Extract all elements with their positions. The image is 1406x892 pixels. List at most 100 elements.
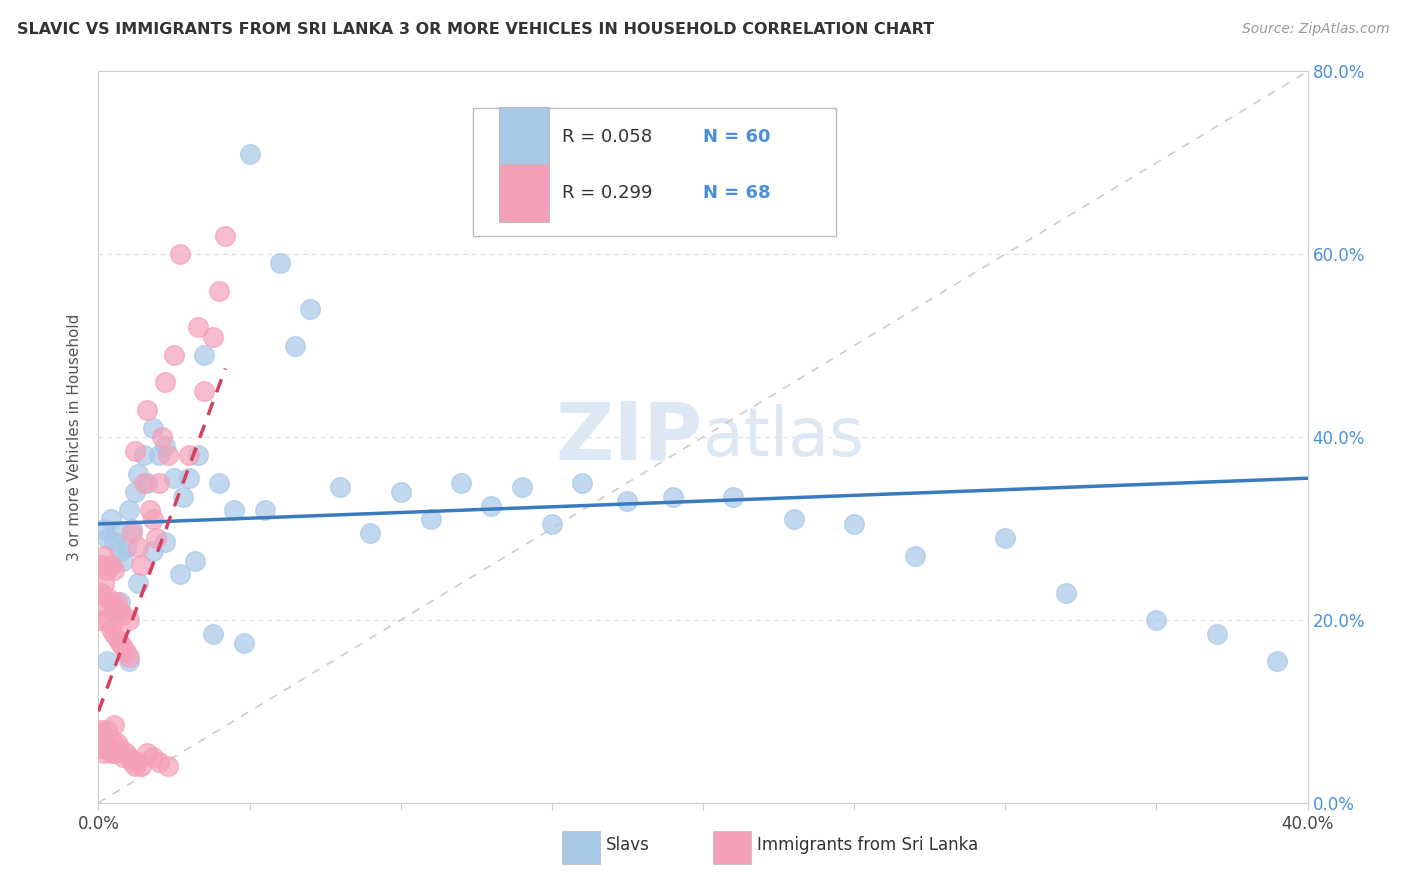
Point [93,599,115,614]
Point [202,626,225,640]
Point [114,746,136,760]
Text: Source: ZipAtlas.com: Source: ZipAtlas.com [1241,22,1389,37]
Point [132,448,155,462]
Point [269,256,291,270]
FancyBboxPatch shape [474,108,837,235]
Point [100,558,122,573]
Point [108,604,131,618]
Point [193,384,215,399]
Point [96,654,118,668]
Point [124,759,146,773]
Point [96,590,118,604]
Point [148,448,170,462]
Point [224,503,246,517]
Text: Slavs: Slavs [606,836,650,855]
Point [118,613,141,627]
Point [135,475,157,490]
Point [156,448,179,462]
Point [96,531,118,545]
Point [90,723,112,737]
Point [135,746,157,760]
Point [103,626,125,640]
Point [1054,585,1077,599]
Point [118,654,141,668]
Point [142,544,165,558]
Point [253,503,276,517]
Point [232,636,254,650]
Point [142,750,165,764]
Point [299,301,322,317]
Point [93,549,115,563]
Point [90,585,112,599]
Text: Immigrants from Sri Lanka: Immigrants from Sri Lanka [758,836,979,855]
Point [132,475,155,490]
Point [179,471,201,485]
Point [114,645,136,659]
Point [105,632,128,646]
Point [96,723,118,737]
Point [179,448,201,462]
Point [121,755,143,769]
Point [90,740,112,755]
Point [103,718,125,732]
Point [121,521,143,535]
Point [103,746,125,760]
Point [172,490,194,504]
Point [96,613,118,627]
Point [103,604,125,618]
Point [571,475,593,490]
Point [420,512,443,526]
Point [108,544,131,558]
Point [100,622,122,636]
Point [994,531,1017,545]
Point [153,439,176,453]
Point [1206,626,1229,640]
Point [129,558,152,573]
Point [103,563,125,577]
Point [208,284,231,298]
Point [153,375,176,389]
Point [93,576,115,591]
Point [142,512,165,526]
Point [540,516,562,531]
Point [284,338,307,352]
Point [111,553,134,567]
Point [108,636,131,650]
Point [153,535,176,549]
Text: R = 0.058: R = 0.058 [561,128,651,145]
Point [114,540,136,554]
Point [100,594,122,608]
Point [135,402,157,417]
Point [105,526,128,541]
Point [481,499,503,513]
Point [129,759,152,773]
Point [169,247,191,261]
Point [360,526,382,541]
Point [1267,654,1289,668]
Point [214,229,236,244]
Text: atlas: atlas [703,404,863,470]
Point [239,146,262,161]
Point [105,736,128,750]
Point [169,567,191,582]
Point [389,485,412,500]
Point [142,421,165,435]
Point [111,640,134,655]
FancyBboxPatch shape [713,830,751,864]
Point [156,759,179,773]
Text: ZIP: ZIP [555,398,703,476]
Point [103,535,125,549]
Point [121,526,143,541]
Point [90,613,112,627]
Point [163,348,186,362]
Point [93,746,115,760]
Point [100,731,122,746]
Point [127,755,149,769]
Point [105,594,128,608]
FancyBboxPatch shape [499,164,550,222]
Point [661,490,683,504]
Point [150,430,173,444]
Point [148,475,170,490]
Point [118,649,141,664]
Point [111,608,134,623]
